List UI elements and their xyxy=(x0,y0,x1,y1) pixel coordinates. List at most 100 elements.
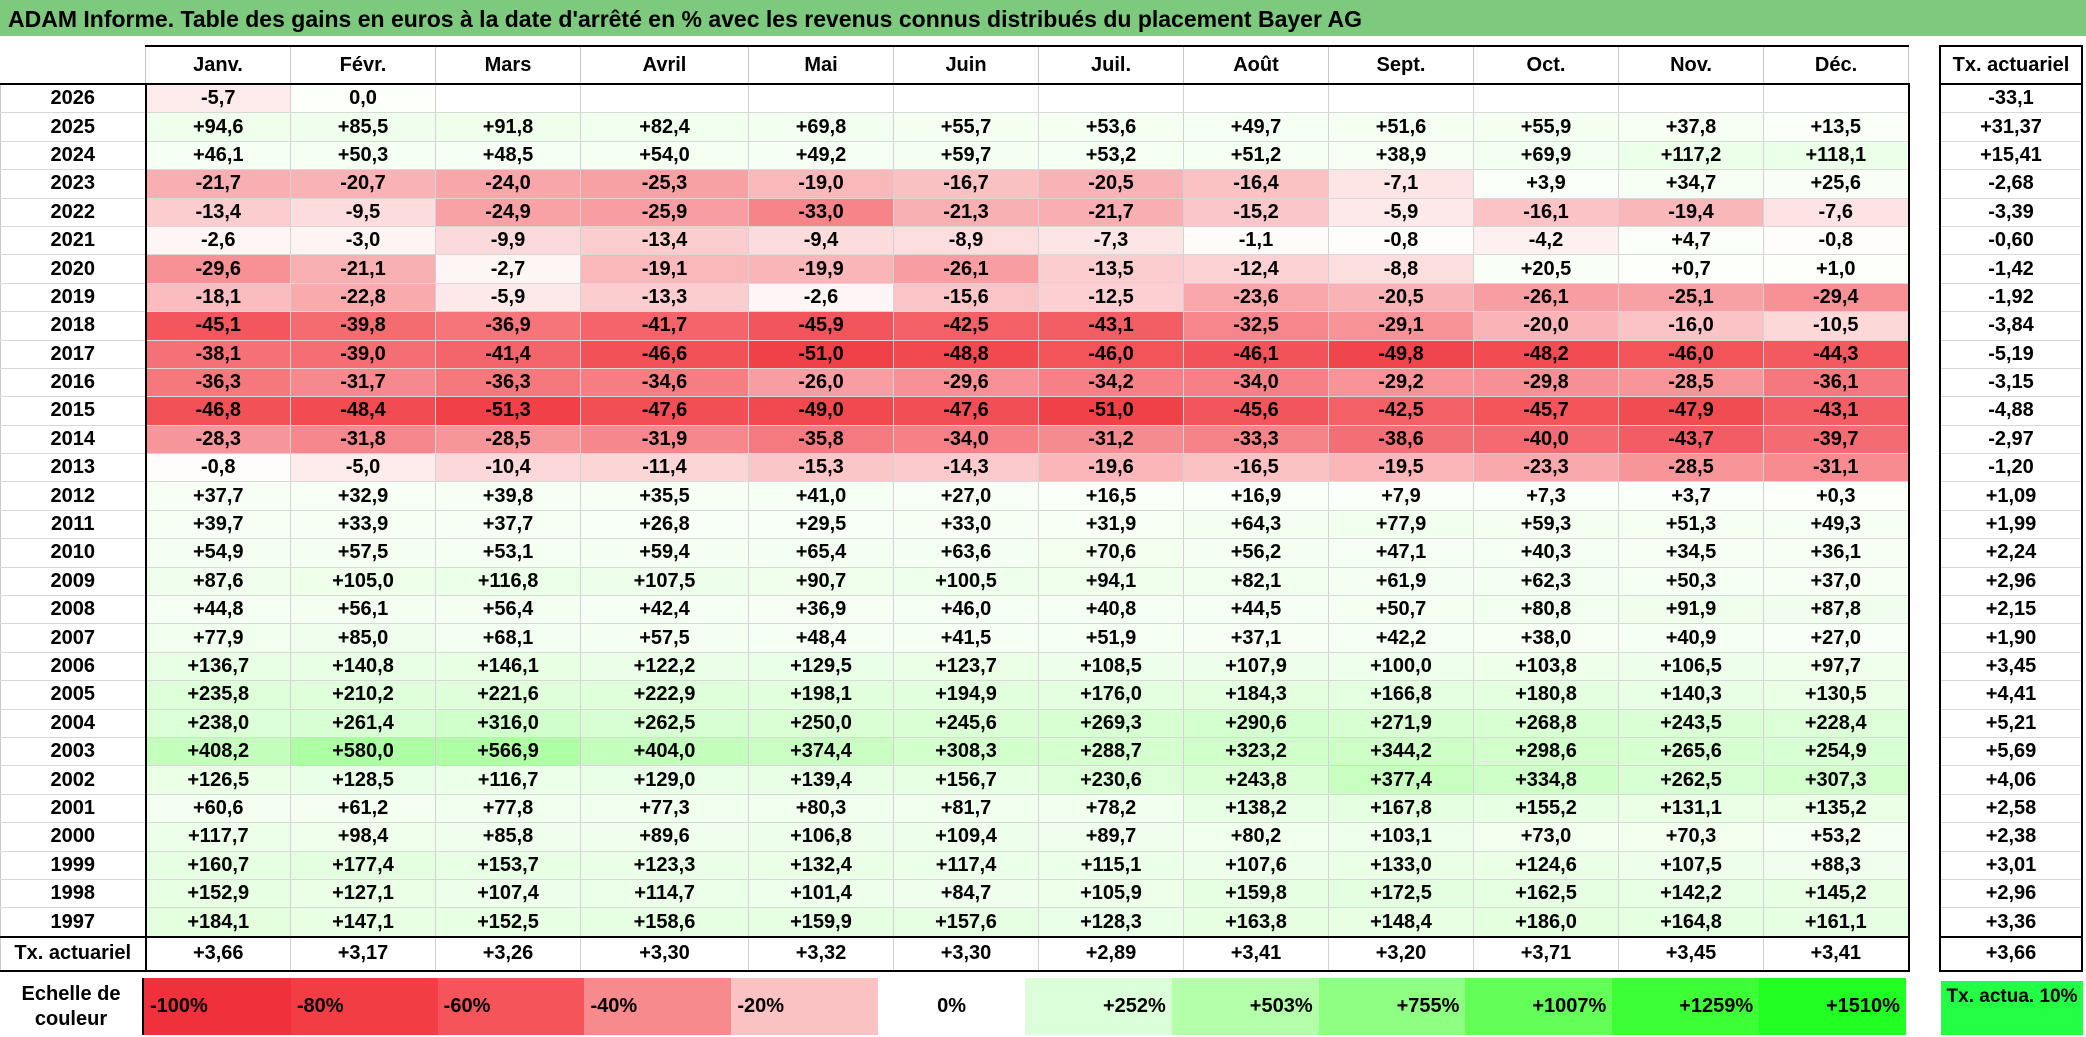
gain-cell: +94,1 xyxy=(1038,567,1184,597)
gain-cell: +107,4 xyxy=(435,879,581,909)
total-cell: +3,41 xyxy=(1183,935,1329,972)
gain-cell: +64,3 xyxy=(1183,510,1329,540)
gain-cell: -1,1 xyxy=(1183,226,1329,256)
gain-cell: +221,6 xyxy=(435,680,581,710)
gain-cell: +580,0 xyxy=(290,737,436,767)
gain-cell: -48,2 xyxy=(1473,340,1619,369)
gain-cell: +107,5 xyxy=(580,567,749,597)
gain-cell: +142,2 xyxy=(1618,879,1764,909)
gain-cell: -48,4 xyxy=(290,396,436,426)
gain-cell: +54,0 xyxy=(580,141,749,171)
gain-cell: -32,5 xyxy=(1183,311,1329,341)
gain-cell: -36,1 xyxy=(1763,368,1910,398)
gain-cell: -31,8 xyxy=(290,425,436,455)
gain-cell: -42,5 xyxy=(1328,396,1474,426)
gain-cell: +139,4 xyxy=(748,765,894,795)
gain-cell: +53,6 xyxy=(1038,112,1184,142)
gain-cell: -40,0 xyxy=(1473,425,1619,455)
gain-cell: +7,3 xyxy=(1473,481,1619,511)
gain-cell: +37,8 xyxy=(1618,112,1764,142)
year-cell: 2005 xyxy=(0,680,147,710)
gain-cell: +243,5 xyxy=(1618,709,1764,738)
gain-cell: +172,5 xyxy=(1328,879,1474,909)
rate-cell: +3,45 xyxy=(1939,652,2083,682)
gain-cell: -22,8 xyxy=(290,283,436,313)
gain-cell: -29,4 xyxy=(1763,283,1910,313)
gain-cell: +35,5 xyxy=(580,481,749,511)
rate-cell: +3,01 xyxy=(1939,851,2083,880)
gain-cell: +87,6 xyxy=(145,567,291,597)
gain-cell: -10,5 xyxy=(1763,311,1910,341)
gain-cell: -47,6 xyxy=(580,396,749,426)
table-row: 2001 +60,6 +61,2 +77,8 +77,3 +80,3 +81,7 +78,2 +… xyxy=(0,794,1910,824)
gain-cell: +16,5 xyxy=(1038,481,1184,511)
gain-cell: +60,6 xyxy=(145,794,291,824)
gain-cell: +133,0 xyxy=(1328,851,1474,880)
year-cell: 2004 xyxy=(0,709,147,738)
month-header: Mai xyxy=(748,45,894,85)
gain-cell: -13,3 xyxy=(580,283,749,313)
gain-cell: +53,2 xyxy=(1763,822,1910,852)
gain-cell: +163,8 xyxy=(1183,907,1329,938)
gain-cell: +184,3 xyxy=(1183,680,1329,710)
gain-cell: -46,1 xyxy=(1183,340,1329,369)
gain-cell: +37,0 xyxy=(1763,567,1910,597)
gain-cell: +288,7 xyxy=(1038,737,1184,767)
gain-cell: +265,6 xyxy=(1618,737,1764,767)
gain-cell: -21,3 xyxy=(893,198,1039,227)
gain-cell: +262,5 xyxy=(1618,765,1764,795)
gain-cell: -28,5 xyxy=(1618,368,1764,398)
gain-cell: +316,0 xyxy=(435,709,581,738)
gain-cell: +128,3 xyxy=(1038,907,1184,938)
gain-cell: -46,0 xyxy=(1038,340,1184,369)
gain-cell: +238,0 xyxy=(145,709,291,738)
gain-cell: +59,7 xyxy=(893,141,1039,171)
table-row: 2021 -2,6 -3,0 -9,9 -13,4 -9,4 -8,9 -7,3 -1,1 -0,… xyxy=(0,226,1910,256)
gain-cell xyxy=(1763,83,1910,114)
gain-cell: +27,0 xyxy=(893,481,1039,511)
gain-cell: +33,0 xyxy=(893,510,1039,540)
gain-cell: -43,1 xyxy=(1763,396,1910,426)
table-row: 1998 +152,9 +127,1 +107,4 +114,7 +101,4 +84,7 +… xyxy=(0,879,1910,909)
gain-cell: +269,3 xyxy=(1038,709,1184,738)
scale-swatch: +1259% xyxy=(1612,978,1760,1035)
gain-cell: +50,3 xyxy=(1618,567,1764,597)
gain-cell: +90,7 xyxy=(748,567,894,597)
total-cell: +3,66 xyxy=(145,935,291,972)
table-row: 2007 +77,9 +85,0 +68,1 +57,5 +48,4 +41,5 +51,9 +… xyxy=(0,623,1910,653)
gain-cell: +307,3 xyxy=(1763,765,1910,795)
gain-cell xyxy=(1038,83,1184,114)
gain-cell: +69,8 xyxy=(748,112,894,142)
year-cell: 1999 xyxy=(0,851,147,880)
gain-cell: -15,6 xyxy=(893,283,1039,313)
gain-cell: -45,1 xyxy=(145,311,291,341)
gain-cell xyxy=(580,83,749,114)
gain-cell: -2,6 xyxy=(748,283,894,313)
gain-cell: +115,1 xyxy=(1038,851,1184,880)
gain-cell: +152,5 xyxy=(435,907,581,938)
gain-cell: -41,4 xyxy=(435,340,581,369)
gain-cell: +37,1 xyxy=(1183,623,1329,653)
year-cell: 2010 xyxy=(0,538,147,568)
gain-cell: +117,4 xyxy=(893,851,1039,880)
gain-cell: +176,0 xyxy=(1038,680,1184,710)
total-cell: +3,26 xyxy=(435,935,581,972)
color-scale-label: Echelle de couleur xyxy=(0,978,144,1035)
gain-cell: +131,1 xyxy=(1618,794,1764,824)
gain-cell: +3,7 xyxy=(1618,481,1764,511)
scale-swatch: -100% xyxy=(144,978,291,1035)
scale-swatch: -80% xyxy=(290,978,438,1035)
gain-cell: -31,7 xyxy=(290,368,436,398)
gain-cell: +298,6 xyxy=(1473,737,1619,767)
gain-cell: -18,1 xyxy=(145,283,291,313)
gain-cell: +566,9 xyxy=(435,737,581,767)
rate-cell: +1,90 xyxy=(1939,623,2083,653)
gain-cell: -24,0 xyxy=(435,169,581,199)
gain-cell: +55,9 xyxy=(1473,112,1619,142)
table-row: 2016 -36,3 -31,7 -36,3 -34,6 -26,0 -29,6 -34,2-… xyxy=(0,368,1910,398)
gain-cell: +27,0 xyxy=(1763,623,1910,653)
year-cell: 2008 xyxy=(0,595,147,625)
gain-cell: -49,0 xyxy=(748,396,894,426)
gain-cell: -7,3 xyxy=(1038,226,1184,256)
month-header: Oct. xyxy=(1473,45,1619,85)
